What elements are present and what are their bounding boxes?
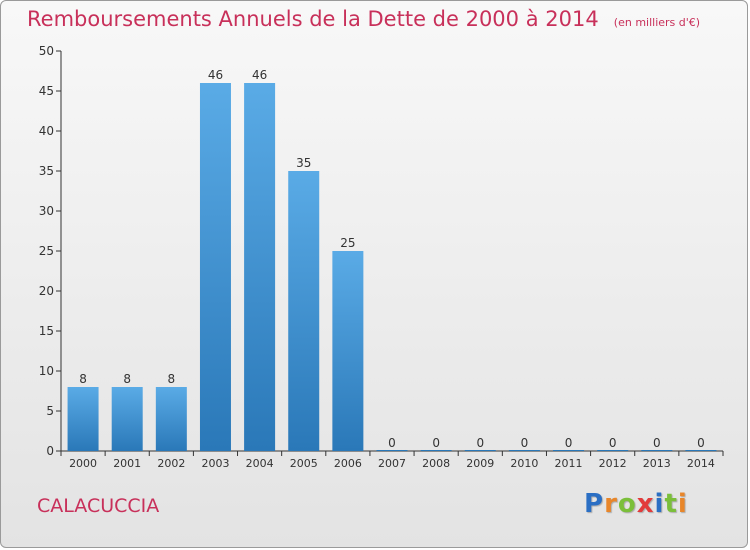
proxiti-logo: Proxiti <box>584 489 688 519</box>
data-label: 0 <box>653 436 661 450</box>
x-tick-label: 2010 <box>510 457 538 470</box>
logo-letter: t <box>664 489 678 519</box>
x-tick-label: 2008 <box>422 457 450 470</box>
data-label: 46 <box>208 68 223 82</box>
y-tick-label: 25 <box>39 244 54 258</box>
commune-name: CALACUCCIA <box>37 495 160 517</box>
data-label: 0 <box>476 436 484 450</box>
x-tick-label: 2001 <box>113 457 141 470</box>
logo-letter: r <box>604 489 618 519</box>
y-tick-label: 40 <box>39 124 54 138</box>
bar <box>199 83 231 451</box>
x-tick-label: 2002 <box>157 457 185 470</box>
data-label: 0 <box>521 436 529 450</box>
logo-letter: i <box>677 489 688 519</box>
data-label: 0 <box>565 436 573 450</box>
bar <box>67 387 99 451</box>
data-label: 8 <box>123 372 131 386</box>
data-label: 0 <box>432 436 440 450</box>
bar <box>288 171 320 451</box>
y-tick-label: 30 <box>39 204 54 218</box>
x-tick-label: 2003 <box>201 457 229 470</box>
x-tick-label: 2004 <box>246 457 274 470</box>
logo-letter: o <box>617 489 637 519</box>
y-tick-label: 0 <box>46 444 54 458</box>
x-tick-label: 2012 <box>599 457 627 470</box>
y-tick-label: 15 <box>39 324 54 338</box>
y-tick-label: 5 <box>46 404 54 418</box>
chart-title: Remboursements Annuels de la Dette de 20… <box>27 7 599 31</box>
x-tick-label: 2013 <box>643 457 671 470</box>
x-tick-label: 2007 <box>378 457 406 470</box>
y-tick-label: 20 <box>39 284 54 298</box>
y-tick-label: 35 <box>39 164 54 178</box>
data-label: 46 <box>252 68 267 82</box>
data-label: 8 <box>79 372 87 386</box>
x-tick-label: 2009 <box>466 457 494 470</box>
x-tick-label: 2006 <box>334 457 362 470</box>
x-tick-label: 2000 <box>69 457 97 470</box>
x-tick-label: 2011 <box>555 457 583 470</box>
data-label: 8 <box>168 372 176 386</box>
y-tick-label: 45 <box>39 84 54 98</box>
bar <box>332 251 364 451</box>
data-label: 35 <box>296 156 311 170</box>
logo-letter: i <box>654 489 665 519</box>
x-tick-label: 2014 <box>687 457 715 470</box>
logo-letter: x <box>636 489 655 519</box>
chart-unit-note: (en milliers d'€) <box>613 16 701 29</box>
data-label: 0 <box>697 436 705 450</box>
data-label: 0 <box>388 436 396 450</box>
bar <box>155 387 187 451</box>
bar <box>111 387 143 451</box>
bar <box>244 83 276 451</box>
data-label: 25 <box>340 236 355 250</box>
y-tick-label: 50 <box>39 44 54 58</box>
chart-title-row: Remboursements Annuels de la Dette de 20… <box>27 7 700 31</box>
data-label: 0 <box>609 436 617 450</box>
x-tick-label: 2005 <box>290 457 318 470</box>
logo-letter: P <box>584 489 605 519</box>
y-tick-label: 10 <box>39 364 54 378</box>
